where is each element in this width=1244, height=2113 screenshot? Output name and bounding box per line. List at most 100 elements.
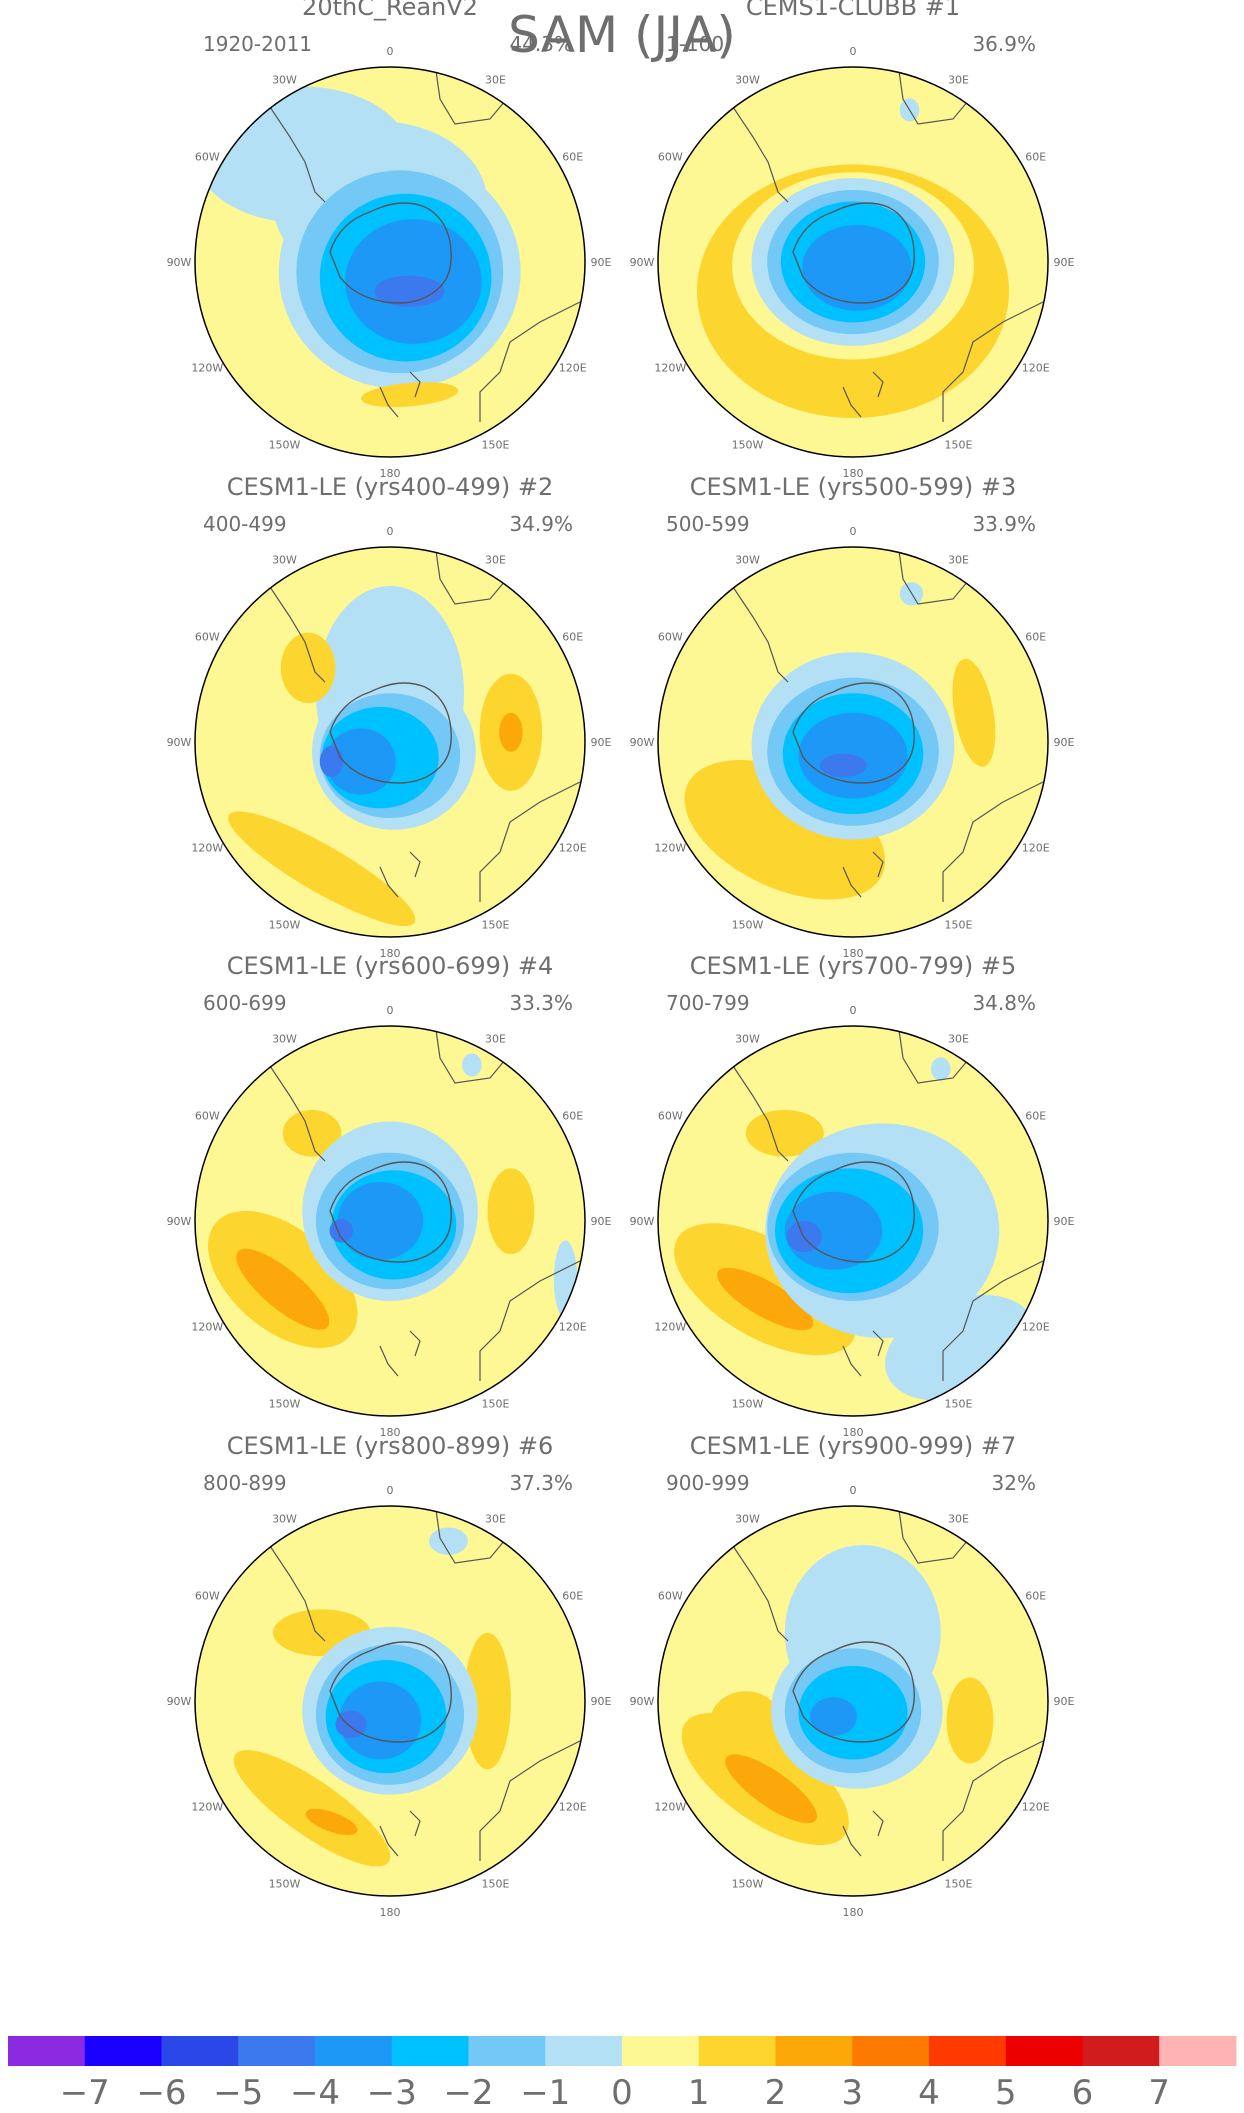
longitude-label: 30E xyxy=(948,73,969,86)
africa-coastline xyxy=(434,67,516,125)
longitude-label: 120E xyxy=(559,842,587,855)
contour-region xyxy=(946,1677,994,1764)
longitude-label: 0 xyxy=(850,1484,857,1497)
australia-coastline xyxy=(379,301,581,422)
antarctica-coastline xyxy=(792,682,915,784)
contour-region xyxy=(360,382,459,408)
contour-region xyxy=(952,658,996,767)
longitude-label: 150W xyxy=(269,1878,301,1891)
longitude-label: 30W xyxy=(735,73,760,86)
panel-title: CESM1-LE (yrs600-699) #4 xyxy=(227,952,554,980)
longitude-label: 30E xyxy=(948,1512,969,1525)
longitude-label: 90E xyxy=(1054,1215,1075,1228)
panel-title: CEMS1-CLUBB #1 xyxy=(746,0,960,21)
longitude-label: 150W xyxy=(732,919,764,932)
contour-region xyxy=(236,1248,330,1330)
longitude-label: 180 xyxy=(843,947,864,960)
longitude-label: 120E xyxy=(1022,842,1050,855)
map-outline xyxy=(657,66,1049,458)
longitude-label: 90W xyxy=(630,736,655,749)
longitude-label: 60E xyxy=(1025,151,1046,164)
longitude-label: 30E xyxy=(948,1032,969,1045)
antarctica-coastline xyxy=(329,682,452,784)
anomaly-field xyxy=(233,1527,511,1867)
contour-region xyxy=(282,1109,342,1157)
longitude-label: 0 xyxy=(387,45,394,58)
map-panel: 0 30E 60E 90E 120E 150E 180 150W 120W 90W 60W 30W CE… xyxy=(630,473,1075,960)
longitude-label: 150W xyxy=(732,439,764,452)
longitude-label: 150E xyxy=(945,1398,973,1411)
longitude-label: 60E xyxy=(562,631,583,644)
australia-coastline xyxy=(379,781,581,902)
colorbar-swatch xyxy=(698,2036,776,2066)
longitude-label: 180 xyxy=(380,1426,401,1439)
contour-region xyxy=(319,745,344,778)
map-outline xyxy=(194,546,586,938)
longitude-label: 0 xyxy=(387,1484,394,1497)
africa-coastline xyxy=(434,1026,516,1084)
longitude-label: 120E xyxy=(559,1801,587,1814)
australia-coastline xyxy=(379,1740,581,1861)
contour-region xyxy=(335,1710,367,1739)
panel-years: 1920-2011 xyxy=(203,32,312,56)
africa-coastline xyxy=(897,67,979,125)
map-outline xyxy=(194,1025,586,1417)
longitude-label: 90W xyxy=(167,1215,192,1228)
contour-region xyxy=(464,1632,511,1770)
colorbar-label: −1 xyxy=(520,2073,570,2113)
longitude-label: 90E xyxy=(1054,256,1075,269)
longitude-label: 30E xyxy=(485,1032,506,1045)
panel-title: 20thC_ReanV2 xyxy=(302,0,478,21)
longitude-label: 90E xyxy=(591,1215,612,1228)
longitude-label: 90W xyxy=(167,256,192,269)
colorbar-label: 1 xyxy=(688,2073,710,2113)
anomaly-field xyxy=(681,1545,994,1846)
longitude-label: 120W xyxy=(654,1801,686,1814)
panel-title: CESM1-LE (yrs700-799) #5 xyxy=(690,952,1017,980)
contour-region xyxy=(280,632,336,704)
colorbar-swatch xyxy=(852,2036,930,2066)
contour-region xyxy=(374,275,445,307)
contour-region xyxy=(725,1754,817,1824)
panel-years: 500-599 xyxy=(666,512,750,536)
longitude-label: 180 xyxy=(843,1906,864,1919)
longitude-label: 60W xyxy=(658,1590,683,1603)
longitude-label: 30W xyxy=(272,1032,297,1045)
longitude-label: 0 xyxy=(850,525,857,538)
map-outline xyxy=(657,546,1049,938)
colorbar-label: −3 xyxy=(367,2073,417,2113)
longitude-label: 60E xyxy=(1025,631,1046,644)
longitude-label: 90W xyxy=(167,736,192,749)
colorbar-label: −2 xyxy=(443,2073,493,2113)
longitude-label: 120E xyxy=(559,362,587,375)
map-panel: 0 30E 60E 90E 120E 150E 180 150W 120W 90W 60W 30W CE… xyxy=(630,952,1075,1439)
map-panel: 0 30E 60E 90E 120E 150E 180 150W 120W 90W 60W 30W CE… xyxy=(630,1432,1075,1919)
longitude-label: 120W xyxy=(654,362,686,375)
contour-region xyxy=(339,1681,422,1760)
antarctica-coastline xyxy=(792,202,915,304)
contour-region xyxy=(717,1267,814,1331)
anomaly-field xyxy=(228,586,543,927)
colorbar-swatch xyxy=(1005,2036,1083,2066)
longitude-label: 120E xyxy=(1022,1321,1050,1334)
colorbar-swatch xyxy=(238,2036,316,2066)
longitude-label: 90E xyxy=(1054,736,1075,749)
map-panel: 0 30E 60E 90E 120E 150E 180 150W 120W 90W 60W 30W CE… xyxy=(167,1432,612,1919)
australia-coastline xyxy=(842,301,1044,422)
colorbar-swatch xyxy=(8,2036,86,2066)
longitude-label: 90E xyxy=(591,1695,612,1708)
contour-region xyxy=(819,753,867,778)
map-panel: 0 30E 60E 90E 120E 150E 180 150W 120W 90W 60W 30W CE… xyxy=(167,473,612,960)
map-panel: 0 30E 60E 90E 120E 150E 180 150W 120W 90W 60W 30W 20… xyxy=(167,0,612,480)
longitude-label: 120W xyxy=(191,1801,223,1814)
panel-variance-pct: 32% xyxy=(992,1471,1036,1495)
longitude-label: 120W xyxy=(654,842,686,855)
contour-region xyxy=(487,1168,535,1255)
contour-region xyxy=(462,1053,482,1077)
colorbar-swatch xyxy=(391,2036,469,2066)
longitude-label: 120W xyxy=(191,362,223,375)
longitude-label: 60W xyxy=(658,631,683,644)
contour-region xyxy=(233,1750,391,1867)
longitude-label: 0 xyxy=(850,45,857,58)
